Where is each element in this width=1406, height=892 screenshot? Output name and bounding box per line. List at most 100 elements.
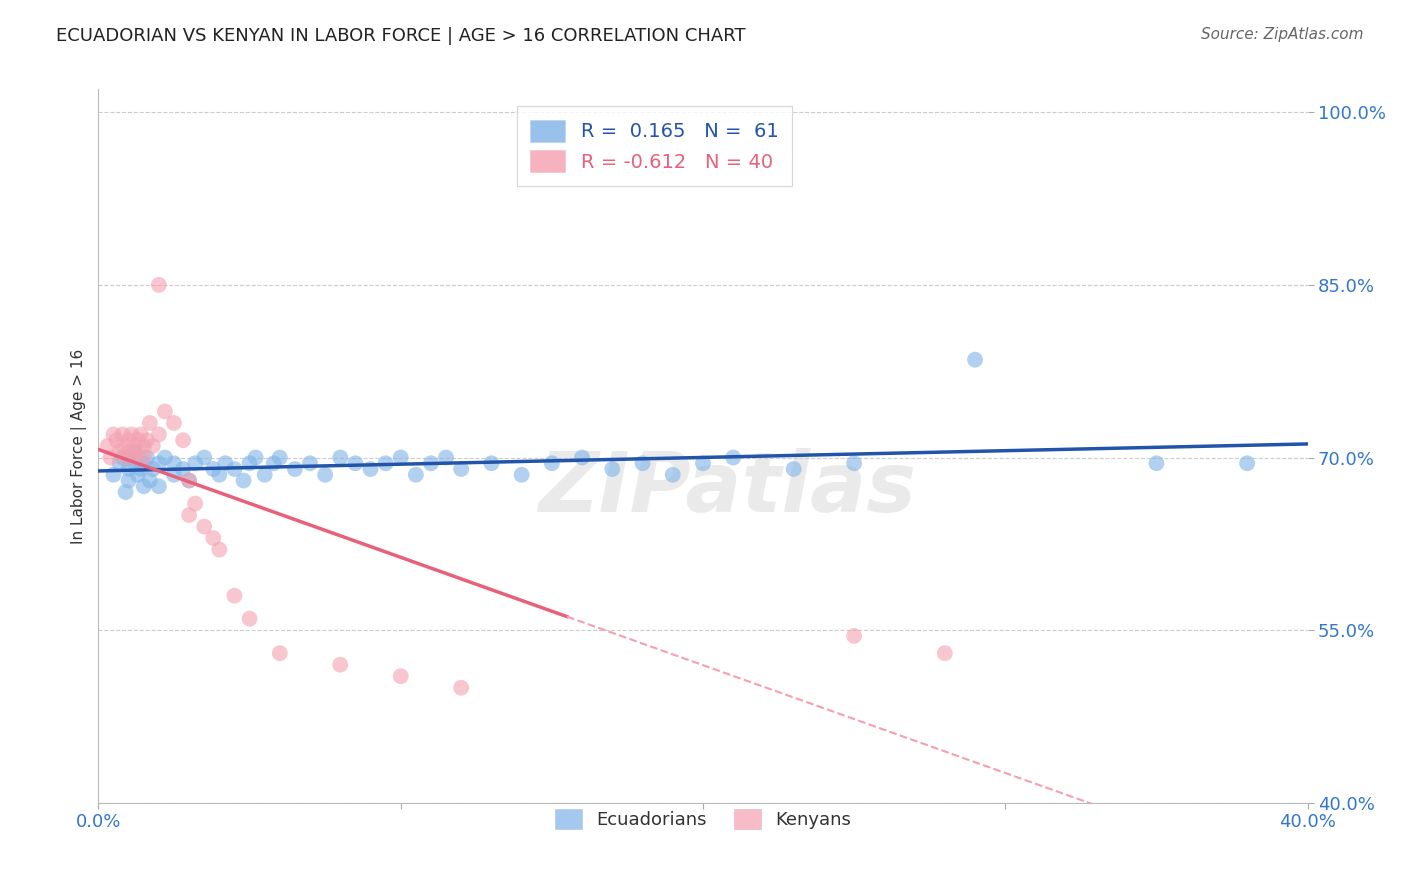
Point [121,427,143,442]
Point [450,681,472,695]
Point [118,434,141,448]
Point [142,439,165,453]
Point [844,629,866,643]
Point [329,657,352,672]
Point [602,462,624,476]
Point [434,450,457,465]
Point [314,467,336,482]
Point [184,497,207,511]
Point [118,474,141,488]
Point [114,450,136,465]
Point [540,456,562,470]
Point [1236,456,1258,470]
Point [153,450,176,465]
Point [193,519,215,533]
Legend: Ecuadorians, Kenyans: Ecuadorians, Kenyans [547,801,859,837]
Point [934,646,956,660]
Point [571,450,593,465]
Point [239,612,262,626]
Point [481,456,503,470]
Point [148,427,170,442]
Point [124,439,146,453]
Text: ECUADORIAN VS KENYAN IN LABOR FORCE | AGE > 16 CORRELATION CHART: ECUADORIAN VS KENYAN IN LABOR FORCE | AG… [56,27,745,45]
Point [139,416,162,430]
Point [127,434,149,448]
Point [202,531,225,545]
Point [172,462,194,476]
Point [114,485,136,500]
Point [844,456,866,470]
Point [111,439,134,453]
Point [135,450,157,465]
Point [163,456,186,470]
Point [179,474,201,488]
Point [127,444,149,458]
Point [179,474,201,488]
Point [208,542,231,557]
Point [142,462,165,476]
Point [132,479,155,493]
Point [202,462,225,476]
Point [135,434,157,448]
Point [148,277,170,292]
Point [108,444,131,458]
Point [389,450,412,465]
Point [1144,456,1167,470]
Y-axis label: In Labor Force | Age > 16: In Labor Force | Age > 16 [72,349,87,543]
Point [153,404,176,418]
Point [129,427,152,442]
Point [148,479,170,493]
Point [239,456,262,470]
Point [224,462,246,476]
Point [232,474,254,488]
Point [692,456,714,470]
Point [111,427,134,442]
Point [344,456,367,470]
Point [299,456,322,470]
Point [661,467,683,482]
Point [631,456,654,470]
Point [118,450,141,465]
Point [450,462,472,476]
Point [118,462,141,476]
Point [263,456,285,470]
Point [132,450,155,465]
Point [96,439,118,453]
Point [163,416,186,430]
Point [108,456,131,470]
Point [172,434,194,448]
Text: ZIPatlas: ZIPatlas [538,449,917,529]
Point [783,462,806,476]
Point [193,450,215,465]
Point [329,450,352,465]
Point [103,467,125,482]
Point [132,456,155,470]
Point [269,450,291,465]
Point [510,467,533,482]
Point [284,462,307,476]
Point [124,456,146,470]
Point [184,456,207,470]
Point [100,450,122,465]
Point [723,450,745,465]
Point [420,456,443,470]
Point [148,456,170,470]
Point [132,439,155,453]
Point [124,450,146,465]
Point [224,589,246,603]
Point [103,427,125,442]
Point [105,434,128,448]
Point [245,450,267,465]
Point [389,669,412,683]
Point [360,462,382,476]
Point [179,508,201,522]
Point [139,474,162,488]
Point [124,444,146,458]
Point [111,450,134,465]
Point [253,467,276,482]
Point [208,467,231,482]
Point [118,444,141,458]
Point [163,467,186,482]
Text: Source: ZipAtlas.com: Source: ZipAtlas.com [1201,27,1364,42]
Point [269,646,291,660]
